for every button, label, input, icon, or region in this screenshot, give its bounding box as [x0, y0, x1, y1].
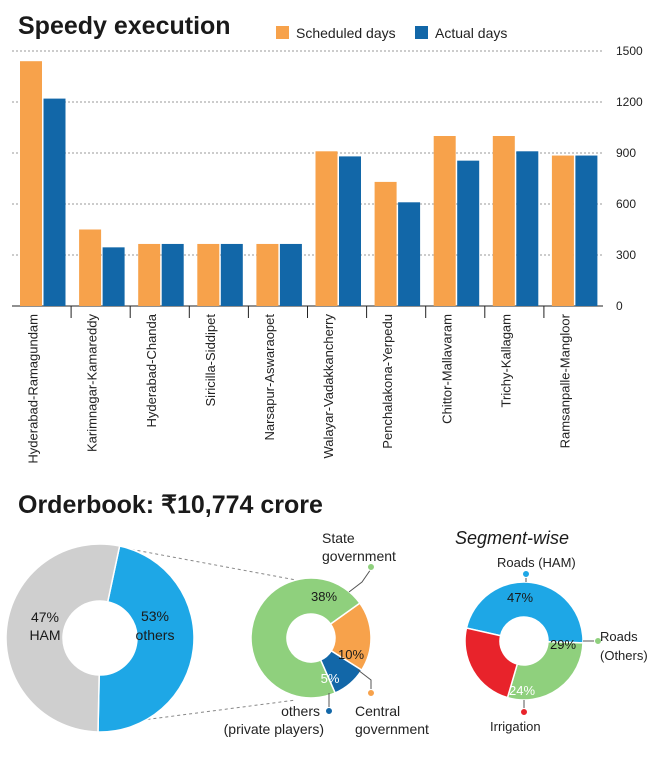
others-pct-label: 53% — [141, 608, 169, 624]
bar-actual — [161, 243, 184, 306]
y-tick-label: 1500 — [616, 44, 643, 58]
callout-dot — [367, 563, 375, 571]
x-category-label: Walayar-Vadakkancherry — [321, 314, 336, 459]
segment-donut-slice-1 — [506, 641, 584, 701]
x-category-label: Penchalakona-Yerpedu — [380, 314, 395, 449]
private-label: others — [281, 703, 320, 719]
bar-actual — [220, 243, 243, 306]
bar-scheduled — [374, 181, 397, 306]
orderbook-donut-slice-0 — [97, 545, 195, 733]
bar-actual — [398, 202, 421, 306]
y-tick-label: 900 — [616, 146, 636, 160]
bar-scheduled — [492, 136, 515, 306]
bar-scheduled — [315, 151, 338, 306]
y-tick-label: 1200 — [616, 95, 643, 109]
y-tick-label: 300 — [616, 248, 636, 262]
segment-donut-slice-0 — [465, 581, 584, 644]
bar-scheduled — [551, 155, 574, 306]
y-tick-label: 600 — [616, 197, 636, 211]
private-label: (private players) — [224, 721, 324, 737]
bar-scheduled — [256, 243, 279, 306]
ownership-donut-slice-0 — [329, 602, 372, 672]
callout-line — [348, 568, 372, 593]
segment-title: Segment-wise — [455, 528, 569, 548]
private-pct-label: 5% — [321, 671, 340, 686]
roads-ham-label: Roads (HAM) — [497, 555, 576, 570]
callout-dot — [522, 570, 530, 578]
x-category-label: Karimnagar-Kamareddy — [85, 314, 100, 453]
others-name-label: others — [136, 627, 175, 643]
bar-scheduled — [79, 229, 102, 306]
x-category-label: Siricilla-Siddipet — [203, 314, 218, 407]
bar-scheduled — [138, 243, 161, 306]
segment-donut-slice-2 — [464, 627, 519, 699]
bar-scheduled — [433, 136, 456, 306]
legend-swatch-1 — [415, 26, 428, 39]
irrigation-label: Irrigation — [490, 719, 541, 734]
bar-scheduled — [20, 61, 42, 307]
bar-actual — [43, 98, 66, 306]
y-tick-label: 0 — [616, 299, 623, 313]
callout-line — [357, 669, 372, 692]
ham-pct-label: 47% — [31, 609, 59, 625]
legend-label-1: Actual days — [435, 25, 507, 41]
central-gov-label: government — [355, 721, 429, 737]
orderbook-title: Orderbook: ₹10,774 crore — [18, 491, 323, 519]
chart-title: Speedy execution — [18, 12, 231, 40]
state-pct-label: 38% — [311, 589, 337, 604]
legend-label-0: Scheduled days — [296, 25, 396, 41]
roads-ham-pct: 47% — [507, 590, 533, 605]
connector-line — [107, 544, 297, 581]
ownership-donut-slice-2 — [250, 577, 361, 699]
bar-actual — [279, 243, 302, 306]
x-category-label: Hyderabad-Chanda — [144, 313, 159, 427]
x-category-label: Trichy-Kallagam — [498, 314, 513, 407]
bar-actual — [575, 155, 598, 306]
x-category-label: Chittor-Mallavaram — [439, 314, 454, 424]
bar-actual — [457, 160, 480, 306]
x-category-label: Narsapur-Aswaraopet — [262, 314, 277, 441]
callout-dot — [594, 637, 602, 645]
x-category-label: Ramsanpalle-Mangloor — [557, 313, 572, 448]
bar-scheduled — [197, 243, 220, 306]
bar-actual — [516, 151, 539, 306]
orderbook-donut-slice-1 — [5, 543, 121, 733]
bar-actual — [339, 156, 361, 306]
roads-others-pct: 29% — [550, 637, 576, 652]
ham-name-label: HAM — [29, 627, 60, 643]
callout-dot — [520, 708, 528, 716]
irrigation-pct: 24% — [509, 683, 535, 698]
legend-swatch-0 — [276, 26, 289, 39]
x-category-label: Hyderabad-Ramagundam — [26, 314, 41, 464]
bar-actual — [102, 247, 125, 306]
callout-dot — [367, 689, 375, 697]
central-pct-label: 10% — [338, 647, 364, 662]
central-gov-label: Central — [355, 703, 400, 719]
roads-others-label: (Others) — [600, 648, 648, 663]
callout-dot — [325, 707, 333, 715]
roads-others-label: Roads — [600, 629, 638, 644]
state-gov-label: State — [322, 530, 355, 546]
state-gov-label: government — [322, 548, 396, 564]
